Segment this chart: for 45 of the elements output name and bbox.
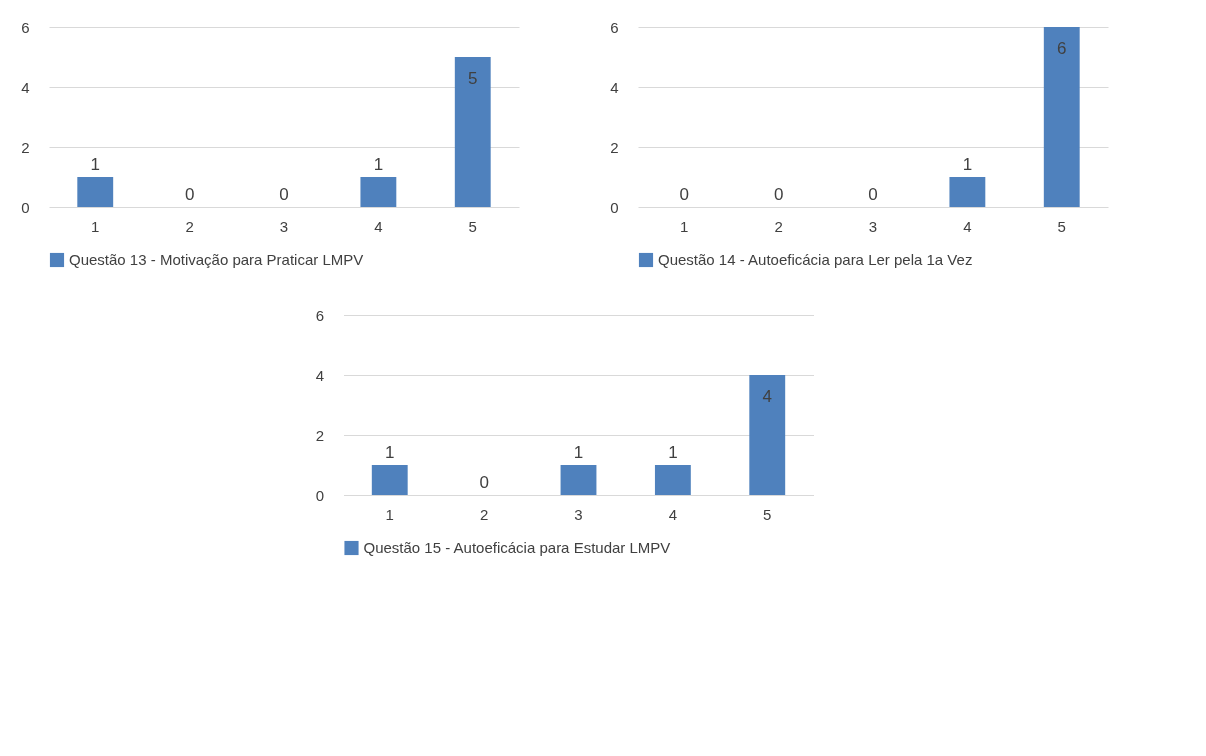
x-tick-label: 5 (468, 217, 477, 235)
data-label: 0 (279, 185, 289, 204)
x-tick-label: 4 (963, 217, 972, 235)
y-tick-label: 0 (315, 486, 324, 504)
data-label: 1 (90, 155, 100, 174)
data-label: 5 (468, 69, 478, 88)
y-tick-label: 2 (21, 138, 30, 156)
x-tick-label: 1 (91, 217, 100, 235)
data-label: 0 (773, 185, 784, 204)
data-label: 1 (962, 155, 973, 174)
x-tick-label: 5 (1057, 217, 1066, 235)
data-label: 0 (868, 185, 878, 204)
data-label: 0 (679, 185, 689, 204)
data-label: 4 (762, 387, 772, 406)
y-tick-label: 0 (610, 198, 619, 216)
y-tick-label: 6 (21, 18, 30, 36)
x-tick-label: 2 (774, 217, 783, 235)
legend-label: Questão 15 - Autoeficácia para Estudar LMPV (363, 539, 671, 556)
x-tick-label: 3 (574, 505, 583, 523)
y-tick-label: 6 (610, 18, 619, 36)
y-tick-label: 6 (315, 306, 324, 324)
x-tick-label: 2 (185, 217, 194, 235)
data-label: 0 (184, 185, 195, 204)
data-label: 1 (373, 155, 384, 174)
y-tick-label: 2 (610, 138, 619, 156)
x-tick-label: 5 (763, 505, 772, 523)
x-tick-label: 2 (479, 505, 489, 523)
data-label: 6 (1057, 39, 1067, 58)
y-tick-label: 0 (21, 198, 30, 216)
data-label: 0 (479, 473, 489, 492)
y-tick-label: 4 (315, 366, 324, 384)
x-tick-label: 3 (868, 217, 878, 235)
y-tick-label: 4 (21, 78, 30, 96)
x-tick-label: 1 (680, 217, 689, 235)
data-label: 1 (573, 443, 584, 462)
x-tick-label: 3 (279, 217, 289, 235)
x-tick-label: 1 (385, 505, 394, 523)
legend-label: Questão 13 - Motivação para Praticar LMPV (69, 251, 364, 268)
y-tick-label: 2 (315, 426, 324, 444)
legend-label: Questão 14 - Autoeficácia para Ler pela 1a Vez (658, 251, 973, 268)
data-label: 1 (385, 443, 395, 462)
y-tick-label: 4 (610, 78, 619, 96)
x-tick-label: 4 (374, 217, 383, 235)
x-tick-label: 4 (668, 505, 678, 523)
data-label: 1 (668, 443, 678, 462)
